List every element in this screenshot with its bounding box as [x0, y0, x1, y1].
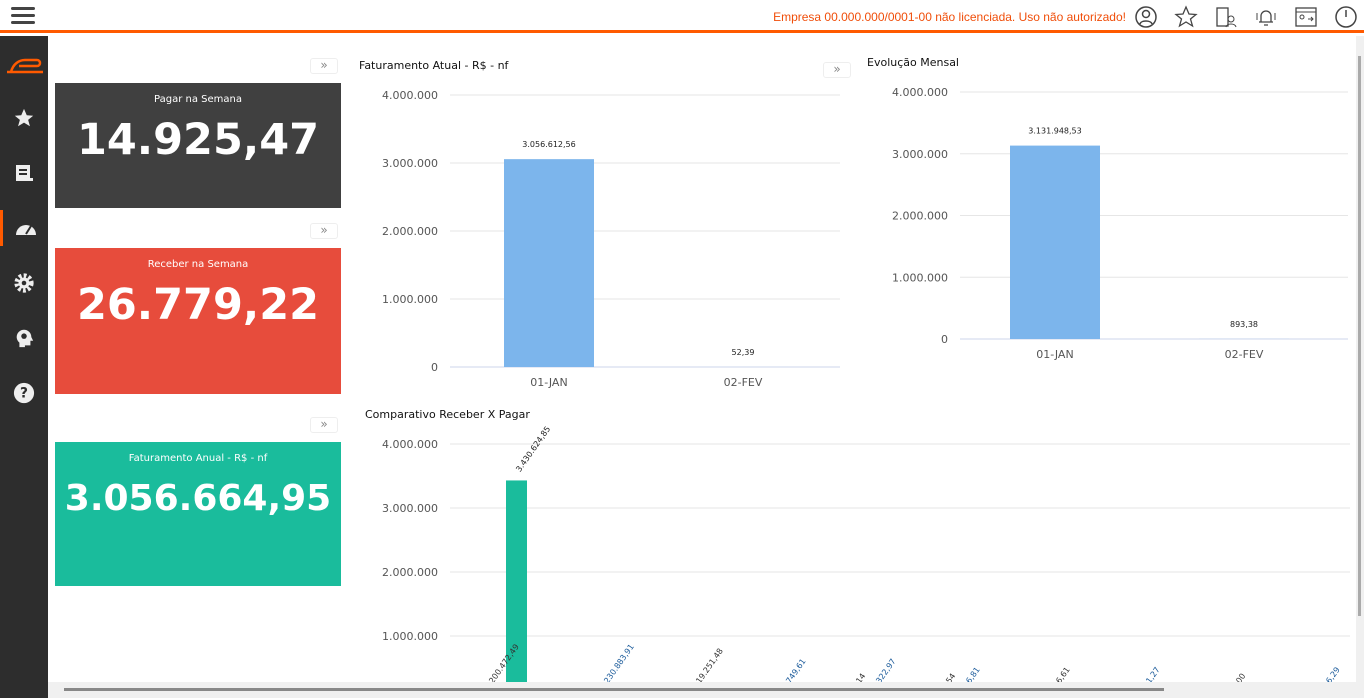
- data-label: 3.131.948,53: [1028, 127, 1081, 136]
- sidebar-item-help[interactable]: ?: [0, 375, 48, 411]
- y-tick-label: 0: [941, 333, 948, 346]
- bar: [506, 480, 527, 682]
- sidebar-item-reports[interactable]: [0, 155, 48, 191]
- expand-button[interactable]: »: [310, 417, 338, 433]
- x-tick-label: 01-JAN: [530, 376, 567, 389]
- y-tick-label: 1.000.000: [382, 293, 438, 306]
- expand-button[interactable]: »: [310, 58, 338, 74]
- logo[interactable]: [0, 46, 48, 82]
- card-title: Faturamento Anual - R$ - nf: [128, 453, 268, 464]
- gear-icon: [14, 273, 34, 293]
- y-tick-label: 2.000.000: [892, 210, 948, 223]
- data-label: 1,27: [1144, 665, 1162, 682]
- sidebar-item-favorites[interactable]: [0, 100, 48, 136]
- menu-icon[interactable]: [11, 7, 35, 25]
- star-icon: [14, 108, 34, 127]
- bell-icon[interactable]: [1254, 5, 1278, 29]
- y-tick-label: 4.000.000: [892, 86, 948, 99]
- data-label: 00: [1234, 672, 1247, 682]
- y-tick-label: 2.000.000: [382, 225, 438, 238]
- data-label: 6,29: [1324, 665, 1342, 682]
- data-label: 200.472,49: [487, 642, 521, 682]
- expand-button[interactable]: »: [310, 223, 338, 239]
- x-tick-label: 02-FEV: [724, 376, 763, 389]
- data-label: 14: [854, 672, 867, 682]
- star-icon[interactable]: [1174, 5, 1198, 29]
- data-label: 54: [944, 672, 957, 682]
- svg-text:?: ?: [20, 386, 28, 402]
- y-tick-label: 1.000.000: [892, 271, 948, 284]
- y-tick-label: 1.000.000: [382, 630, 438, 643]
- y-tick-label: 3.000.000: [892, 148, 948, 161]
- data-label: 893,38: [1230, 320, 1258, 329]
- bar: [1010, 145, 1100, 339]
- card-receber-semana: Receber na Semana 26.779,22: [55, 248, 341, 394]
- y-tick-label: 4.000.000: [382, 89, 438, 102]
- card-value: 3.056.664,95: [64, 478, 332, 519]
- data-label: 3.056.612,56: [522, 140, 575, 149]
- chart-title: Faturamento Atual - R$ - nf: [359, 59, 509, 72]
- horizontal-scrollbar[interactable]: [48, 682, 1364, 698]
- user-icon[interactable]: [1134, 5, 1158, 29]
- dashboard-icon: [15, 225, 36, 235]
- data-label: 322,97: [874, 657, 897, 682]
- report-icon: [16, 165, 33, 181]
- chart-title: Evolução Mensal: [867, 56, 959, 69]
- y-tick-label: 4.000.000: [382, 438, 438, 451]
- company-icon[interactable]: [1214, 5, 1238, 29]
- x-tick-label: 02-FEV: [1225, 348, 1264, 361]
- card-faturamento-anual: Faturamento Anual - R$ - nf 3.056.664,95: [55, 442, 341, 586]
- card-value: 26.779,22: [76, 280, 320, 330]
- card-value: 14.925,47: [76, 115, 320, 165]
- card-pagar-semana: Pagar na Semana 14.925,47: [55, 83, 341, 208]
- card-title: Pagar na Semana: [154, 94, 242, 105]
- top-bar: Empresa 00.000.000/0001-00 não licenciad…: [0, 0, 1364, 33]
- data-label: 52,39: [732, 348, 755, 357]
- data-label: 230.883,91: [602, 642, 636, 682]
- y-tick-label: 3.000.000: [382, 502, 438, 515]
- license-warning: Empresa 00.000.000/0001-00 não licenciad…: [773, 10, 1126, 24]
- bar: [504, 159, 594, 367]
- sidebar-item-support[interactable]: [0, 320, 48, 356]
- help-icon: ?: [13, 382, 35, 404]
- data-label: 749,61: [784, 657, 807, 682]
- chart-title: Comparativo Receber X Pagar: [365, 408, 530, 421]
- data-label: 6,81: [964, 665, 982, 682]
- head-gear-icon: [16, 329, 34, 348]
- y-tick-label: 0: [431, 361, 438, 374]
- vertical-scrollbar[interactable]: [1356, 36, 1364, 682]
- data-label: 6,61: [1054, 665, 1072, 682]
- card-title: Receber na Semana: [147, 259, 249, 270]
- sidebar: ?: [0, 36, 48, 698]
- data-label: 3.430.624,85: [514, 425, 552, 474]
- sidebar-item-dashboard[interactable]: [0, 210, 48, 246]
- data-label: 19.251,48: [694, 647, 725, 682]
- power-icon[interactable]: [1334, 5, 1358, 29]
- y-tick-label: 2.000.000: [382, 566, 438, 579]
- switch-user-icon[interactable]: [1294, 5, 1318, 29]
- expand-button[interactable]: »: [823, 62, 851, 78]
- y-tick-label: 3.000.000: [382, 157, 438, 170]
- x-tick-label: 01-JAN: [1036, 348, 1073, 361]
- dashboard: » Pagar na Semana 14.925,47 » Receber na …: [48, 36, 1356, 682]
- sidebar-item-settings[interactable]: [0, 265, 48, 301]
